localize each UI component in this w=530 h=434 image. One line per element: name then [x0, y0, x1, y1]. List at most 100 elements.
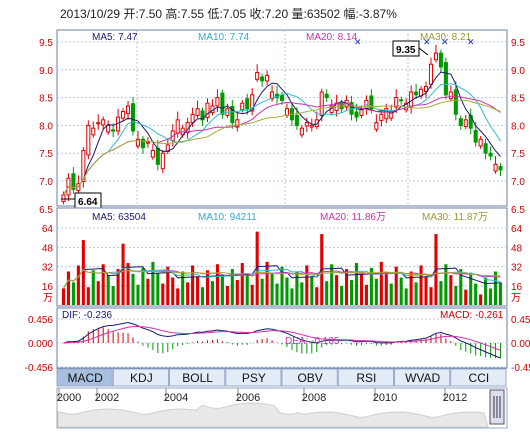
y-tick-label: 7.5 — [511, 149, 525, 160]
volume-bar — [424, 276, 428, 305]
volume-bar — [225, 286, 229, 305]
volume-bar — [91, 270, 95, 305]
volume-bar — [369, 267, 373, 305]
tab-background — [394, 368, 451, 387]
y-tick-label: 64 — [42, 224, 54, 235]
volume-bar — [384, 272, 388, 305]
candle-body — [279, 94, 285, 101]
tab-cci[interactable]: CCI — [450, 368, 507, 387]
candle-body — [145, 141, 150, 144]
candle-body — [160, 152, 165, 170]
candle-body — [314, 119, 319, 128]
tab-wvad[interactable]: WVAD — [394, 368, 451, 387]
dif-legend: DIF: -0.236 — [62, 310, 112, 321]
candle-body — [61, 194, 66, 203]
y-tick-label: -0.456 — [511, 363, 530, 374]
tab-label: OBV — [297, 371, 322, 385]
timeline-label: 2008 — [302, 392, 326, 404]
volume-bar — [349, 279, 354, 305]
ma-line — [63, 71, 501, 196]
volume-bar — [176, 288, 180, 305]
candle-body — [130, 103, 136, 132]
tab-label: CCI — [469, 371, 490, 385]
star-marker-icon: ✕ — [423, 37, 431, 47]
candle-body — [121, 111, 126, 119]
volume-bar — [484, 277, 488, 305]
tab-psy[interactable]: PSY — [225, 368, 282, 387]
candle-body — [453, 89, 458, 115]
y-tick-label: 6.5 — [511, 205, 525, 216]
y-tick-label: 8.0 — [39, 121, 53, 132]
star-marker-icon: ✕ — [467, 37, 475, 47]
volume-bar — [439, 281, 443, 305]
volume-bar — [161, 283, 165, 305]
candle-body — [394, 97, 399, 108]
tab-background — [450, 368, 507, 387]
y-tick-label: 16 — [511, 282, 523, 293]
volume-bar — [265, 261, 269, 305]
tab-macd[interactable]: MACD — [56, 368, 113, 387]
candle-body — [135, 138, 141, 147]
volume-bar — [489, 288, 493, 305]
tab-background — [56, 368, 113, 387]
volume-bar — [121, 243, 125, 305]
volume-bar — [106, 275, 110, 305]
volume-bar — [141, 267, 145, 305]
candle-body — [324, 93, 329, 99]
vol-ma30-legend: MA30: 11.87万 — [422, 212, 488, 223]
y-tick-label: 9.5 — [511, 38, 525, 49]
volume-bar — [200, 287, 205, 305]
macd-lines — [63, 321, 501, 359]
tab-boll[interactable]: BOLL — [169, 368, 226, 387]
y-tick-label: 0.000 — [28, 339, 53, 350]
volume-bar — [409, 271, 413, 305]
volume-bar — [449, 275, 453, 305]
volume-bar — [210, 281, 215, 305]
tab-obv[interactable]: OBV — [281, 368, 338, 387]
tab-label: PSY — [242, 371, 266, 385]
y-tick-label: 9.0 — [39, 66, 53, 77]
volume-bar — [260, 278, 264, 305]
volume-bar — [498, 282, 503, 305]
y-tick-label: -0.456 — [25, 363, 54, 374]
volume-bar — [250, 284, 254, 305]
candle-body — [245, 98, 250, 110]
volume-bar — [285, 277, 289, 305]
candle-body — [379, 113, 384, 121]
y-tick-label: 16 — [42, 282, 54, 293]
candle-body — [140, 138, 145, 149]
volume-bar — [61, 288, 66, 305]
candle-body — [260, 76, 265, 82]
volume-bar — [270, 272, 274, 305]
volume-bar — [414, 282, 418, 305]
candle-body — [190, 113, 195, 124]
ma10-legend: MA10: 7.74 — [198, 32, 250, 43]
candle-body — [473, 129, 478, 143]
candle-body — [354, 111, 359, 118]
candle-body — [175, 119, 180, 134]
y-tick-label: 9.5 — [39, 38, 53, 49]
candle-body — [230, 105, 235, 124]
volume-bar — [240, 263, 244, 305]
candle-body — [205, 102, 210, 119]
volume-bar — [215, 264, 219, 305]
y-tick-label: 8.5 — [39, 94, 53, 105]
tab-kdj[interactable]: KDJ — [112, 368, 169, 387]
tab-label: BOLL — [182, 371, 213, 385]
ma-line — [63, 99, 501, 196]
volume-bar — [146, 278, 150, 305]
vol-ma20-legend: MA20: 11.86万 — [320, 212, 386, 223]
candle-body — [265, 74, 270, 82]
volume-bar — [300, 282, 304, 305]
volume-bar — [374, 278, 378, 305]
y-tick-label: 32 — [42, 263, 54, 274]
vol-ma5-legend: MA5: 63504 — [92, 212, 146, 223]
tab-rsi[interactable]: RSI — [337, 368, 394, 387]
candle-body — [438, 52, 443, 68]
volume-bar — [151, 261, 155, 305]
header-text: 2013/10/29 开:7.50 高:7.55 低:7.05 收:7.20 量… — [60, 6, 397, 21]
volume-bar — [275, 283, 279, 305]
tab-label: RSI — [356, 371, 376, 385]
max-price-pointer — [418, 47, 429, 56]
